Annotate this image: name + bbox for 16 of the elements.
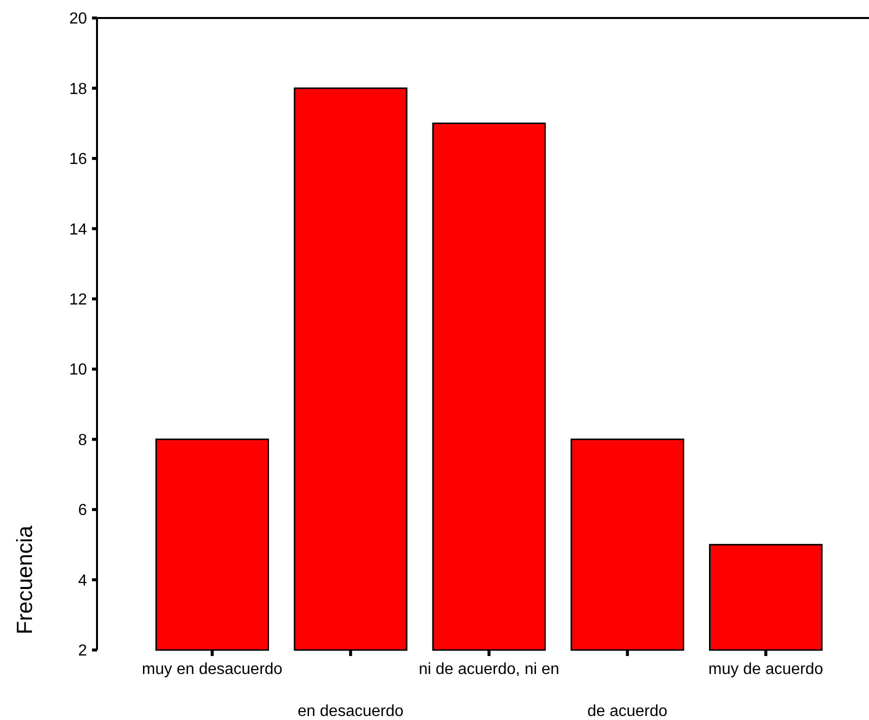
- y-tick-label: 10: [69, 362, 88, 379]
- x-tick-label: ni de acuerdo, ni en: [418, 661, 560, 678]
- x-tick-label: en desacuerdo: [298, 703, 404, 720]
- y-tick-label: 2: [78, 642, 88, 660]
- y-tick-label: 20: [69, 10, 88, 28]
- y-tick-label: 14: [69, 221, 88, 238]
- y-tick-label: 18: [69, 80, 88, 98]
- y-tick-label: 12: [69, 291, 88, 308]
- y-tick-label: 16: [69, 151, 88, 168]
- x-tick-label: de acuerdo: [587, 703, 668, 720]
- y-tick-label: 4: [78, 572, 88, 590]
- y-axis-title: Frecuencia: [12, 524, 37, 634]
- y-tick-label: 8: [78, 432, 88, 449]
- x-tick-label: muy de acuerdo: [708, 661, 824, 678]
- x-tick-label: muy en desacuerdo: [142, 661, 283, 678]
- y-tick-label: 6: [78, 502, 88, 520]
